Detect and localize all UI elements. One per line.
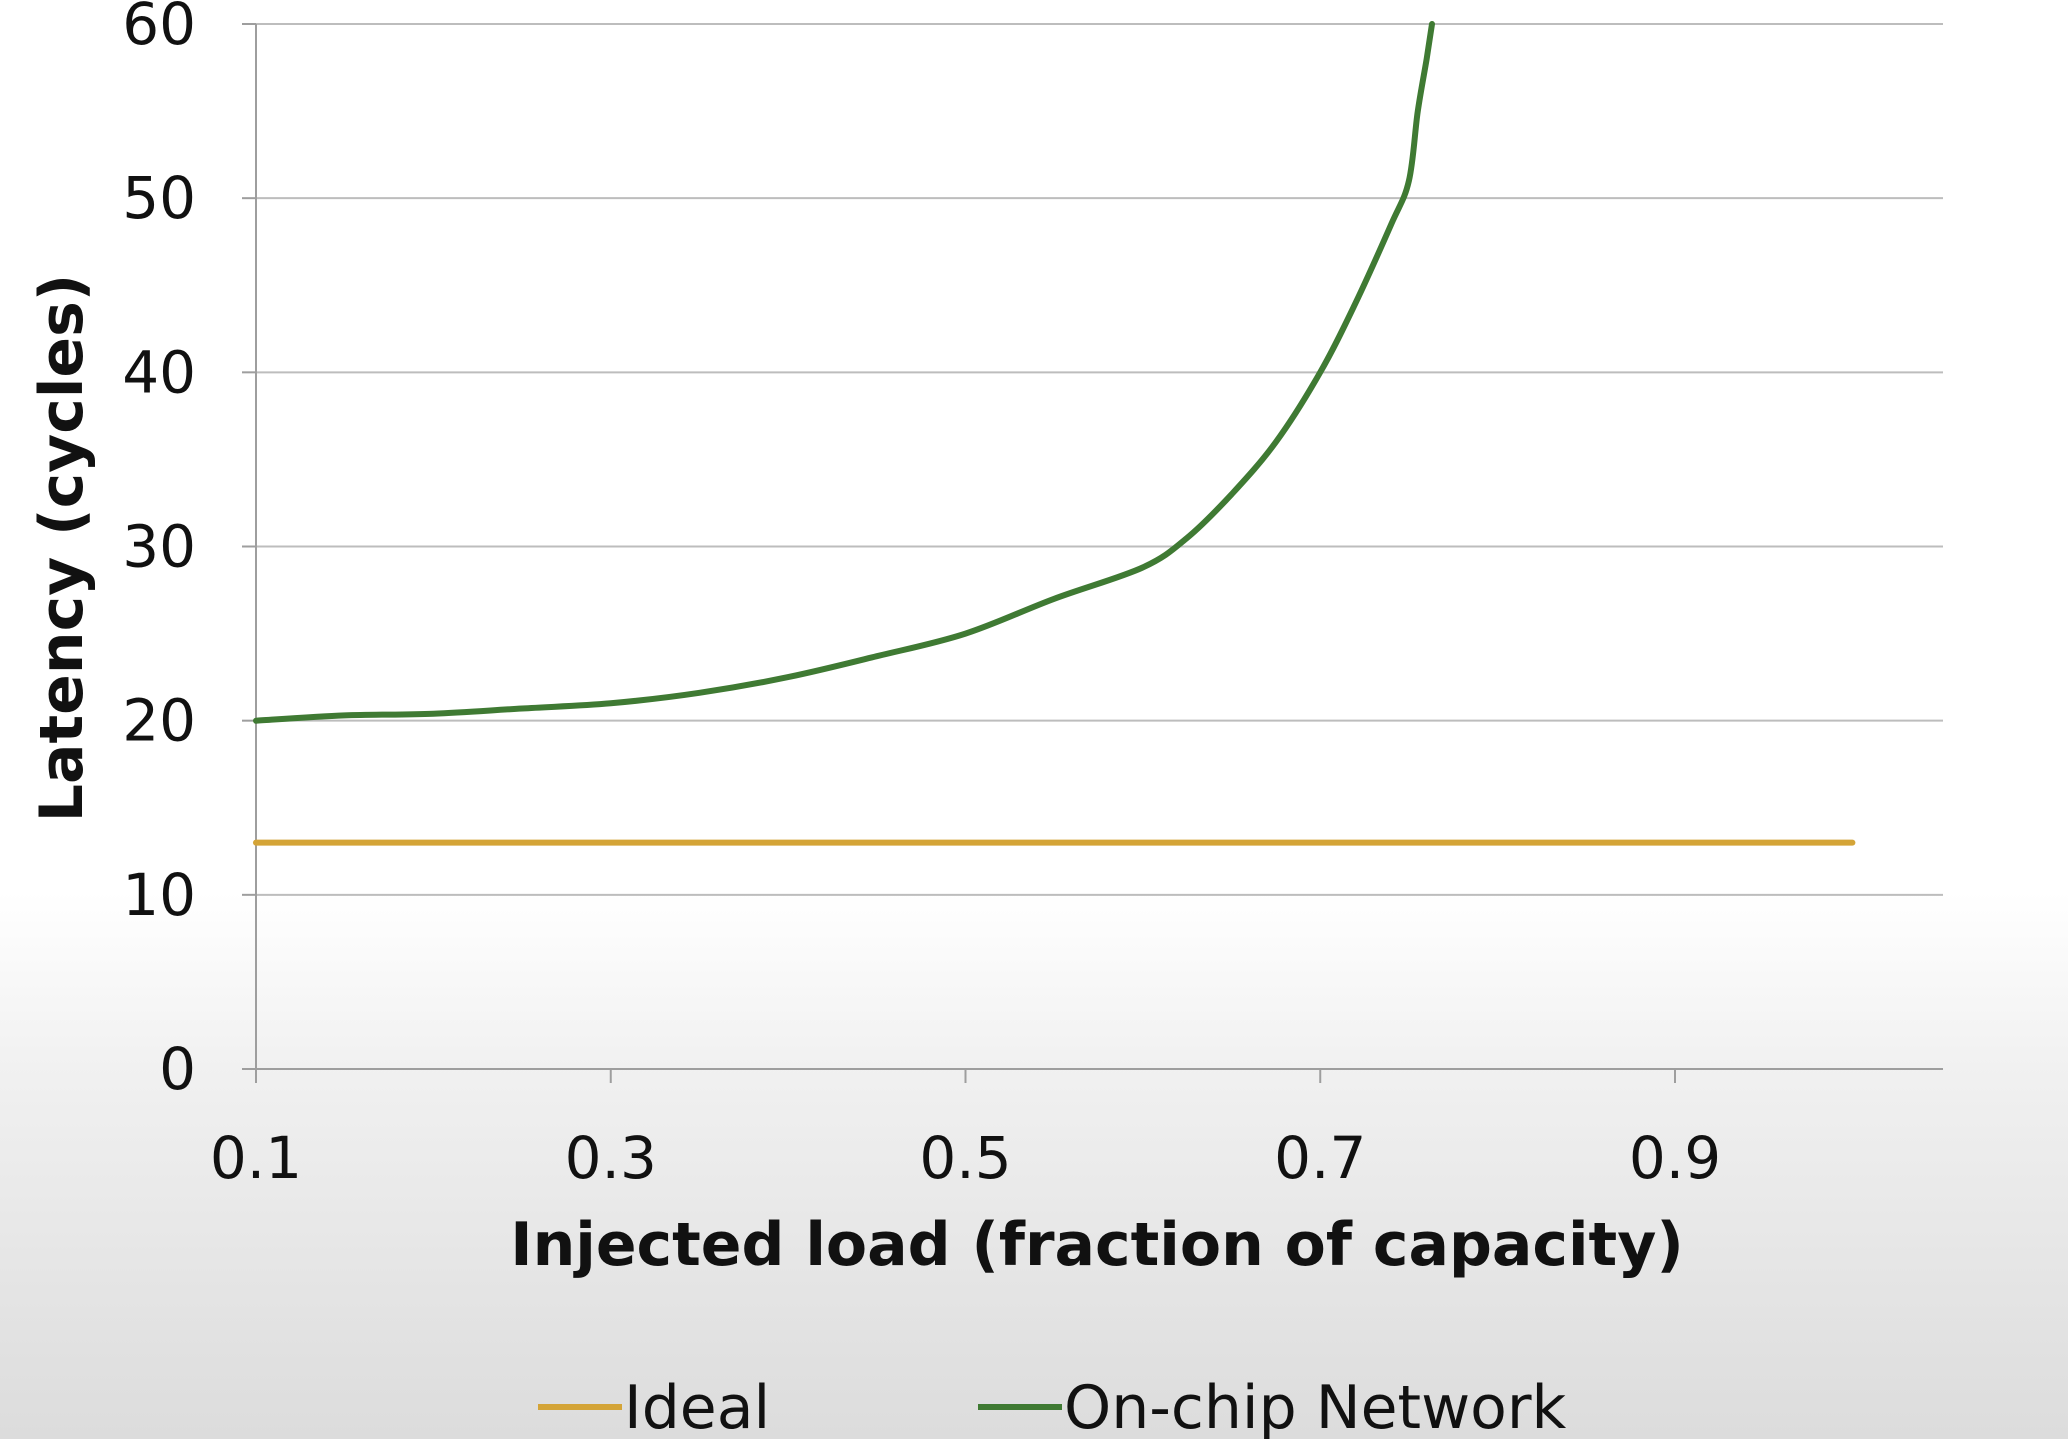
x-tick-label: 0.5 — [919, 1124, 1011, 1192]
series-lines — [253, 21, 1856, 846]
axes — [242, 23, 1943, 1083]
gridlines — [256, 23, 1943, 896]
x-tick-label: 0.3 — [565, 1124, 657, 1192]
x-tick-labels: 0.1 0.3 0.5 0.7 0.9 — [210, 1124, 1721, 1192]
x-tick-label: 0.7 — [1274, 1124, 1366, 1192]
y-axis-title: Latency (cycles) — [27, 274, 97, 822]
y-tick-label: 20 — [122, 687, 196, 755]
y-tick-label: 10 — [122, 861, 196, 929]
series-line-on-chip-network — [253, 21, 1435, 724]
y-tick-labels: 0 10 20 30 40 50 60 — [122, 0, 196, 1103]
legend: Ideal On-chip Network — [538, 1373, 1567, 1439]
x-tick-label: 0.9 — [1629, 1124, 1721, 1192]
y-tick-label: 50 — [122, 164, 196, 232]
x-tick-label: 0.1 — [210, 1124, 302, 1192]
legend-label: Ideal — [624, 1373, 770, 1439]
x-axis-title: Injected load (fraction of capacity) — [510, 1210, 1684, 1280]
y-tick-label: 0 — [159, 1035, 196, 1103]
legend-label: On-chip Network — [1064, 1373, 1567, 1439]
y-tick-label: 60 — [122, 0, 196, 58]
y-tick-label: 30 — [122, 513, 196, 581]
y-tick-label: 40 — [122, 338, 196, 406]
